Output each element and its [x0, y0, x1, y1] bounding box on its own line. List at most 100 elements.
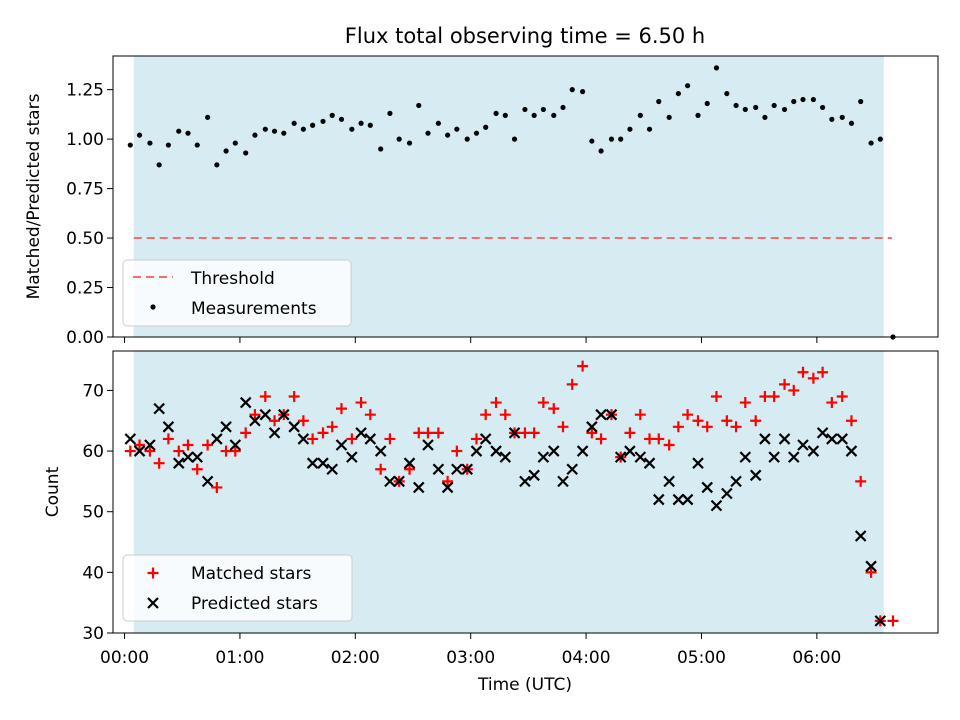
measurement-point [637, 112, 643, 118]
measurement-point [425, 130, 431, 136]
predicted-star-marker [826, 433, 838, 445]
matched-star-marker [470, 433, 482, 445]
matched-star-marker [375, 463, 387, 475]
predicted-star-marker [807, 445, 820, 457]
predicted-star-marker [508, 427, 521, 439]
y-tick-label: 70 [82, 381, 104, 401]
measurement-point [291, 120, 297, 126]
measurement-point [848, 120, 855, 126]
predicted-star-marker [739, 451, 752, 463]
matched-star-marker [134, 439, 146, 451]
matched-star-marker [586, 427, 598, 439]
matched-star-marker [442, 475, 454, 487]
y-tick-label: 50 [82, 503, 104, 523]
y-tick-label: 0.25 [66, 279, 104, 299]
measurement-point [176, 128, 182, 134]
predicted-star-marker [692, 457, 704, 469]
matched-star-marker [865, 566, 877, 578]
measurement-point [791, 98, 797, 105]
measurement-point [618, 136, 624, 142]
measurement-point [281, 130, 287, 136]
matched-star-marker [422, 427, 434, 439]
x-tick-label: 01:00 [215, 648, 264, 668]
matched-star-marker [739, 397, 751, 409]
predicted-star-marker [710, 499, 723, 512]
matched-star-marker [346, 433, 358, 445]
matched-star-marker [307, 433, 319, 445]
measurement-point [810, 96, 816, 103]
matched-star-marker [259, 390, 271, 402]
legend-threshold-label: Threshold [190, 269, 275, 289]
legend-measurements-swatch [150, 304, 156, 310]
legend-predicted-swatch [147, 597, 159, 609]
measurement-point [560, 104, 566, 111]
predicted-star-marker [797, 439, 809, 451]
predicted-star-marker [643, 457, 656, 469]
measurement-point [646, 126, 653, 132]
predicted-star-marker [335, 439, 348, 451]
predicted-star-marker [557, 475, 569, 488]
count-legend-box [122, 554, 353, 622]
count-panel: 30 40 50 60 70 00:00 01:00 02:00 03:00 04:00 05:0… [43, 350, 939, 695]
predicted-star-marker [268, 427, 281, 439]
x-tick-label: 05:00 [677, 648, 726, 668]
measurement-point [569, 87, 575, 93]
matched-star-marker [147, 567, 159, 579]
predicted-star-marker [499, 451, 512, 463]
matched-star-marker [229, 445, 241, 457]
predicted-star-marker [595, 408, 607, 421]
predicted-star-marker [364, 433, 377, 445]
measurement-point [877, 136, 883, 142]
measurement-point [127, 142, 133, 148]
measurement-point [406, 140, 413, 146]
predicted-star-marker [576, 445, 589, 457]
matched-star-marker [162, 433, 174, 445]
matched-star-marker [364, 409, 376, 421]
measurement-point [223, 148, 229, 154]
matched-star-marker [211, 481, 223, 493]
measurement-point [695, 112, 701, 118]
count-legend: Matched stars Predicted stars [122, 554, 353, 622]
predicted-star-marker [220, 421, 232, 433]
predicted-star-marker [787, 451, 800, 463]
matched-star-marker [855, 475, 867, 487]
predicted-star-marker [229, 439, 242, 451]
predicted-star-marker [259, 408, 272, 421]
predicted-star-marker [393, 475, 405, 488]
measurement-point [214, 162, 220, 168]
matched-star-marker [182, 439, 194, 451]
predicted-star-marker [201, 475, 214, 488]
matched-star-marker [220, 445, 232, 457]
predicted-star-marker [605, 408, 618, 421]
predicted-star-marker [547, 445, 560, 457]
matched-star-marker [153, 457, 165, 469]
measurement-point [608, 136, 615, 142]
ratio-frame [112, 55, 939, 338]
measurement-point [771, 102, 777, 109]
count-x-ticks: 00:00 01:00 02:00 03:00 04:00 05:00 06:00 [100, 633, 841, 668]
measurement-point [753, 104, 759, 111]
matched-star-marker [557, 421, 569, 433]
measurement-point [868, 140, 874, 146]
predicted-star-marker [778, 433, 791, 445]
measurement-point [416, 102, 422, 109]
measurement-point [829, 116, 835, 122]
measurement-point [464, 136, 470, 142]
matched-star-marker [173, 445, 185, 457]
measurement-point [232, 140, 238, 146]
matched-star-marker [490, 397, 502, 409]
matched-star-marker [750, 415, 762, 427]
predicted-star-marker [836, 433, 849, 445]
measurement-point [540, 106, 546, 113]
measurement-point [367, 122, 373, 128]
measurement-point [338, 116, 345, 122]
predicted-star-marker [317, 457, 329, 469]
predicted-star-marker [451, 463, 463, 476]
predicted-star-marker [663, 475, 675, 488]
measurement-point [580, 89, 586, 95]
matched-stars-markers [124, 360, 899, 627]
matched-star-marker [124, 445, 136, 457]
matched-star-marker [537, 397, 549, 409]
measurement-point [205, 114, 211, 120]
